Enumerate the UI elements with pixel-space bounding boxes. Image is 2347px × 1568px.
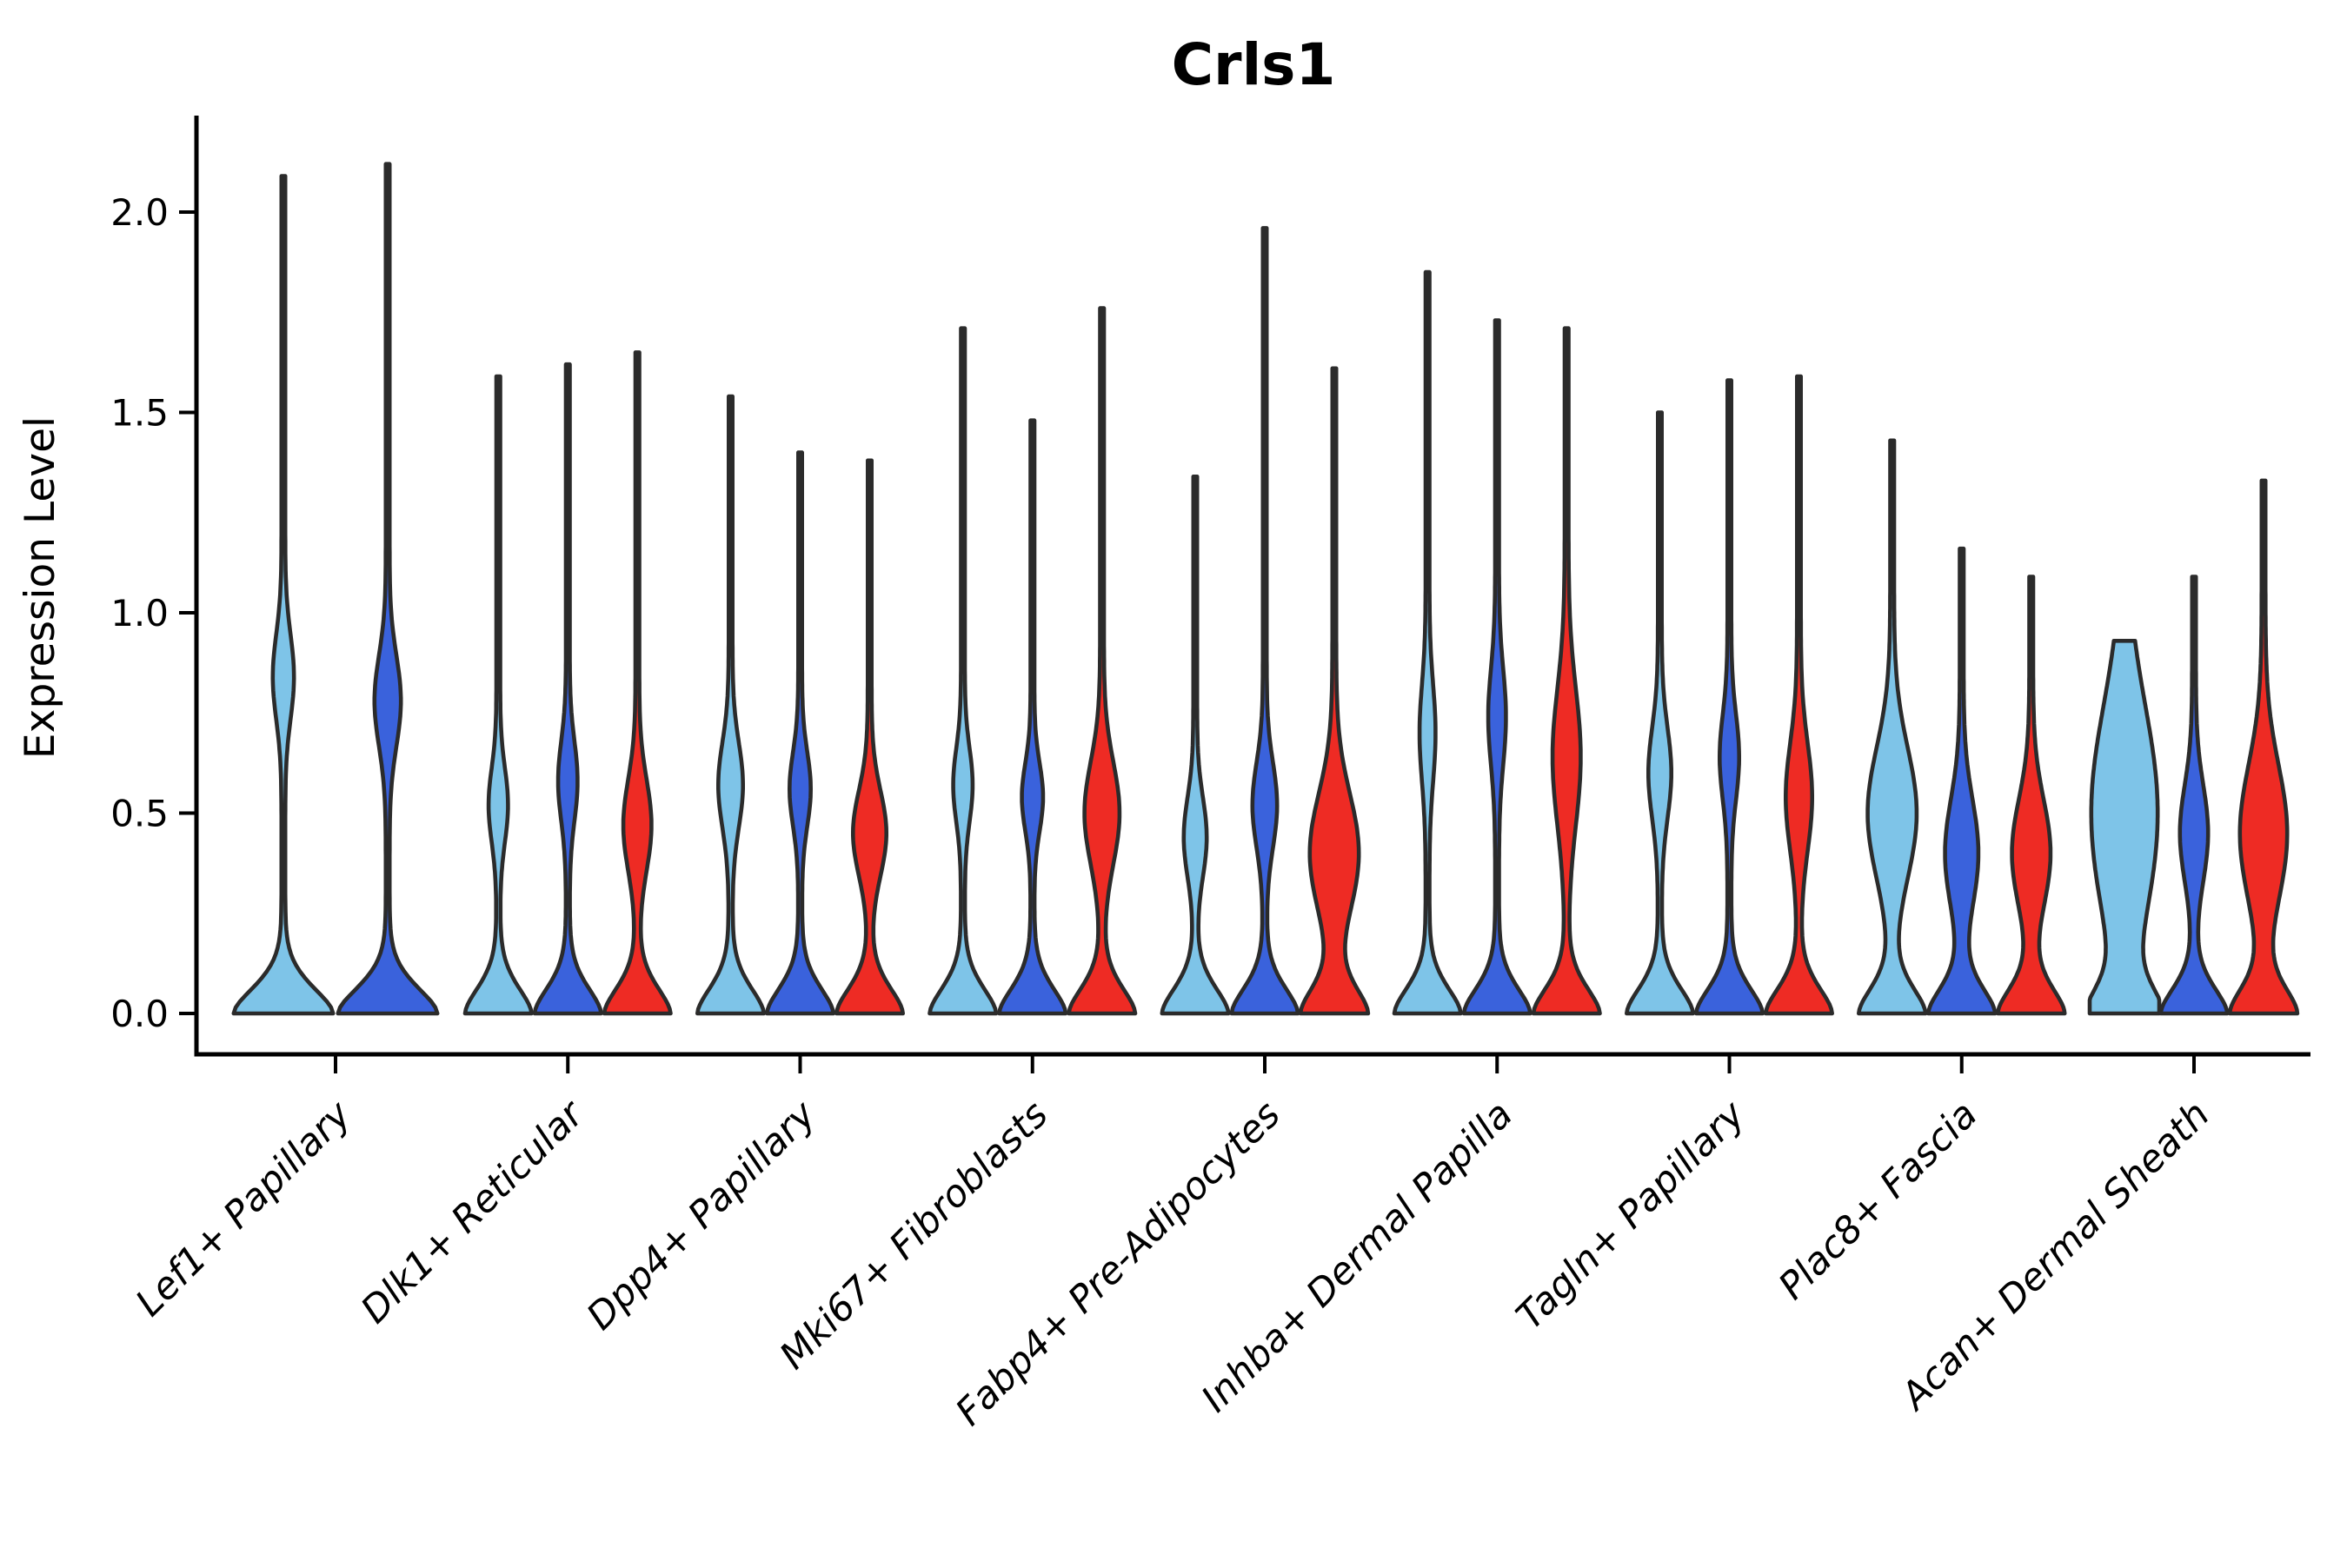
y-tick-group: 0.0 0.5 1.0 1.5 2.0 — [110, 191, 196, 1035]
x-tick-label: Plac8+ Fascia — [1771, 1093, 1986, 1308]
violin-acan-split1 — [2087, 639, 2162, 1016]
violin-dlk1-split2 — [532, 362, 603, 1016]
y-axis-label: Expression Level — [17, 416, 64, 759]
violin-plac8-split2 — [1926, 546, 1998, 1016]
x-tick-label: Lef1+ Papillary — [128, 1093, 360, 1325]
violin-fabp4-split3 — [1298, 366, 1371, 1016]
violin-dlk1-split3 — [602, 350, 673, 1016]
violin-mki67-split2 — [997, 418, 1068, 1016]
violin-mki67-split3 — [1067, 306, 1138, 1016]
violin-fabp4-split1 — [1160, 475, 1231, 1016]
violin-dpp4-split3 — [834, 458, 905, 1016]
x-tick-label: Dpp4+ Papillary — [579, 1093, 825, 1339]
violin-lef1-split2 — [336, 162, 440, 1016]
violin-dpp4-split2 — [765, 450, 835, 1016]
violin-plac8-split3 — [1996, 575, 2067, 1016]
violin-inhba-split2 — [1461, 318, 1533, 1016]
violin-fabp4-split2 — [1229, 226, 1300, 1016]
violin-mki67-split1 — [927, 326, 999, 1016]
violin-tagln-split2 — [1694, 378, 1765, 1016]
x-tick-label: Dlk1+ Reticular — [353, 1092, 594, 1332]
y-tick-label: 1.5 — [110, 392, 169, 435]
violin-acan-split2 — [2158, 575, 2230, 1016]
violin-lef1-split1 — [231, 174, 336, 1016]
violin-dlk1-split1 — [462, 374, 534, 1016]
violin-dpp4-split1 — [695, 394, 766, 1016]
violins-group — [231, 162, 2300, 1016]
violin-tagln-split3 — [1764, 374, 1834, 1016]
y-tick-label: 2.0 — [110, 191, 169, 234]
violin-inhba-split3 — [1531, 326, 1602, 1016]
plot-title: Crls1 — [1172, 31, 1336, 98]
y-tick-label: 1.0 — [110, 592, 169, 635]
y-tick-label: 0.0 — [110, 993, 169, 1035]
x-tick-group — [334, 1054, 2196, 1073]
y-tick-label: 0.5 — [110, 793, 169, 835]
violin-plac8-split1 — [1857, 438, 1928, 1016]
x-tick-label: Tagln+ Papillary — [1508, 1093, 1754, 1339]
violin-tagln-split1 — [1625, 410, 1695, 1016]
x-tick-label: Mki67+ Fibroblasts — [772, 1093, 1057, 1378]
violin-acan-split3 — [2227, 478, 2300, 1016]
axes-group — [194, 116, 2310, 1057]
violin-inhba-split1 — [1392, 269, 1463, 1016]
